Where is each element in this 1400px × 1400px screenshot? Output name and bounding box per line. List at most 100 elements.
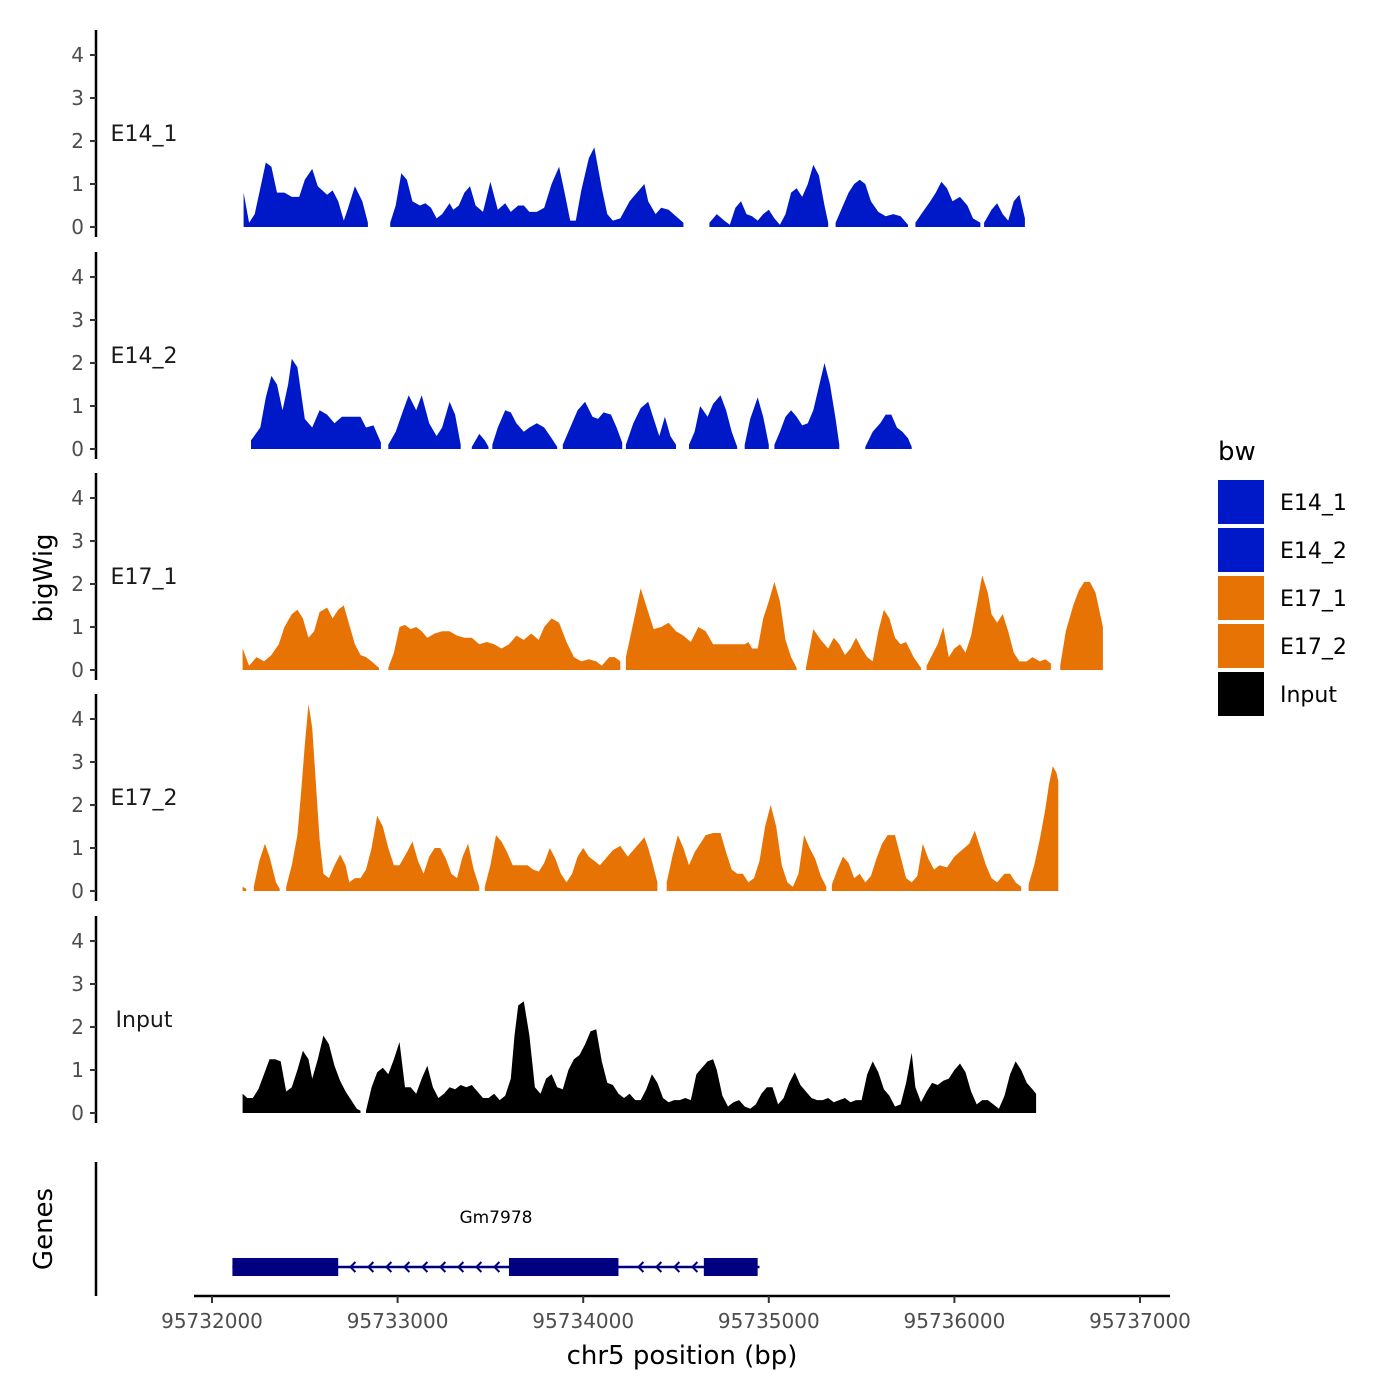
strand-arrow — [475, 1261, 483, 1273]
strand-arrow — [457, 1261, 465, 1273]
coverage-area — [562, 401, 623, 449]
track-E14_2: 0 1 2 3 4 E14_2 — [71, 252, 912, 461]
coverage-area — [388, 618, 621, 670]
strand-arrow — [403, 1261, 411, 1273]
y-tick-label: 0 — [71, 879, 84, 903]
legend-label: E17_1 — [1280, 587, 1347, 612]
coverage-area — [984, 194, 1025, 227]
x-tick-label: 95732000 — [161, 1309, 263, 1333]
coverage-area — [242, 1035, 361, 1113]
x-tick-label: 95736000 — [904, 1309, 1006, 1333]
genes-track-title: Genes — [29, 1188, 59, 1270]
tracks-layer: 0 1 2 3 4 E14_1 0 1 2 3 4 E14_2 0 1 2 3 4 E17_1 0 1 2 3 4 E17_2… — [71, 30, 1103, 1125]
coverage-area — [666, 805, 827, 891]
legend-label: E14_1 — [1280, 491, 1347, 516]
coverage-area — [366, 1001, 1037, 1113]
track-E17_1: 0 1 2 3 4 E17_1 — [71, 473, 1103, 682]
coverage-area — [286, 704, 480, 891]
track-label: E14_1 — [111, 122, 178, 147]
strand-arrow — [673, 1261, 681, 1273]
legend-swatch — [1218, 672, 1264, 716]
y-tick-label: 1 — [71, 1058, 84, 1082]
coverage-area — [243, 162, 368, 227]
y-tick-label: 3 — [71, 972, 84, 996]
strand-arrow — [349, 1261, 357, 1273]
x-tick-label: 95734000 — [532, 1309, 634, 1333]
coverage-area — [709, 164, 829, 227]
gene-exon — [703, 1258, 758, 1276]
y-tick-label: 3 — [71, 529, 84, 553]
coverage-area — [1028, 766, 1059, 891]
coverage-area — [390, 147, 684, 227]
y-tick-label: 2 — [71, 129, 84, 153]
y-axis-title: bigWig — [29, 533, 59, 622]
x-axis-title: chr5 position (bp) — [567, 1341, 798, 1371]
track-label: Input — [116, 1008, 173, 1033]
track-E17_2: 0 1 2 3 4 E17_2 — [71, 694, 1059, 903]
coverage-area — [744, 397, 769, 449]
legend: bw E14_1 E14_2 E17_1 E17_2 Input — [1218, 437, 1347, 716]
y-tick-label: 4 — [71, 486, 84, 510]
y-tick-label: 2 — [71, 351, 84, 375]
strand-arrow — [655, 1261, 663, 1273]
y-tick-label: 1 — [71, 172, 84, 196]
strand-arrow — [439, 1261, 447, 1273]
y-tick-label: 3 — [71, 86, 84, 110]
x-axis: 95732000 95733000 95734000 95735000 95736000… — [161, 1294, 1191, 1333]
y-tick-label: 4 — [71, 43, 84, 67]
y-tick-label: 3 — [71, 750, 84, 774]
track-Input: 0 1 2 3 4 Input — [71, 916, 1037, 1125]
y-tick-label: 0 — [71, 1101, 84, 1125]
y-tick-label: 4 — [71, 265, 84, 289]
strand-arrow — [367, 1261, 375, 1273]
coverage-area — [251, 358, 381, 449]
coverage-area — [774, 363, 840, 449]
coverage-area — [242, 886, 247, 891]
coverage-area — [484, 835, 658, 891]
coverage-area — [625, 581, 797, 670]
legend-swatch — [1218, 480, 1264, 524]
strand-arrow — [691, 1261, 699, 1273]
gene-exon — [508, 1258, 619, 1276]
legend-label: E17_2 — [1280, 635, 1347, 660]
strand-arrow — [385, 1261, 393, 1273]
track-E14_1: 0 1 2 3 4 E14_1 — [71, 30, 1025, 239]
legend-swatch — [1218, 624, 1264, 668]
x-tick-label: 95737000 — [1089, 1309, 1191, 1333]
coverage-area — [1060, 581, 1103, 670]
coverage-area — [242, 605, 379, 670]
strand-arrow — [493, 1261, 501, 1273]
coverage-area — [492, 410, 558, 449]
y-tick-label: 2 — [71, 572, 84, 596]
coverage-area — [865, 414, 912, 449]
y-tick-label: 2 — [71, 1015, 84, 1039]
coverage-area — [835, 179, 908, 227]
x-tick-label: 95733000 — [347, 1309, 449, 1333]
x-tick-label: 95735000 — [718, 1309, 820, 1333]
y-tick-label: 1 — [71, 615, 84, 639]
y-tick-label: 3 — [71, 308, 84, 332]
coverage-area — [926, 575, 1051, 670]
y-tick-label: 4 — [71, 707, 84, 731]
track-label: E14_2 — [111, 344, 178, 369]
track-label: E17_1 — [111, 565, 178, 590]
coverage-area — [471, 433, 489, 449]
legend-swatch — [1218, 576, 1264, 620]
legend-title: bw — [1218, 437, 1256, 467]
legend-label: E14_2 — [1280, 539, 1347, 564]
track-label: E17_2 — [111, 786, 178, 811]
coverage-area — [689, 395, 738, 449]
coverage-area — [625, 401, 676, 449]
coverage-area — [253, 843, 280, 891]
y-tick-label: 2 — [71, 793, 84, 817]
coverage-area — [805, 609, 921, 670]
y-tick-label: 1 — [71, 836, 84, 860]
y-tick-label: 1 — [71, 394, 84, 418]
y-tick-label: 0 — [71, 437, 84, 461]
strand-arrow — [421, 1261, 429, 1273]
strand-arrow — [637, 1261, 645, 1273]
y-tick-label: 0 — [71, 658, 84, 682]
genes-layer: Genes Gm7978 — [29, 1162, 760, 1296]
